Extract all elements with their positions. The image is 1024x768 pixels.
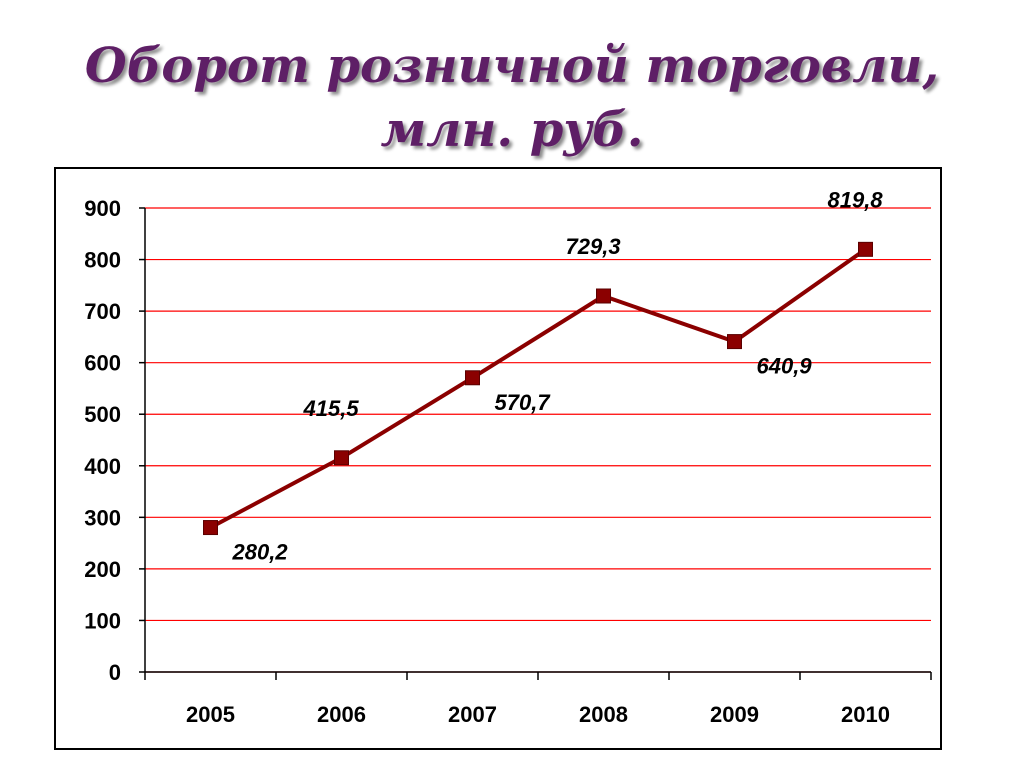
y-tick-label-800: 800 xyxy=(84,248,121,273)
y-tick-label-500: 500 xyxy=(84,402,121,427)
data-point-2008 xyxy=(596,288,611,304)
chart-title: Оборот розничной торговли, млн. руб. xyxy=(0,34,1024,162)
y-tick-label-600: 600 xyxy=(84,351,121,376)
data-label-2010: 819,8 xyxy=(828,187,884,212)
y-tick-label-700: 700 xyxy=(84,299,121,324)
chart-frame xyxy=(54,167,942,750)
data-point-2009 xyxy=(727,334,742,350)
data-point-2010 xyxy=(858,241,873,257)
x-tick-label-2007: 2007 xyxy=(448,702,497,727)
chart-title-line1: Оборот розничной торговли, xyxy=(84,38,940,94)
data-label-2005: 280,2 xyxy=(232,540,289,565)
data-label-2006: 415,5 xyxy=(303,396,360,421)
chart-title-line2: млн. руб. xyxy=(380,102,644,158)
data-label-2008: 729,3 xyxy=(566,234,621,259)
series-line xyxy=(209,247,867,530)
data-point-2006 xyxy=(334,450,349,466)
x-tick-label-2009: 2009 xyxy=(710,702,759,727)
x-tick-label-2008: 2008 xyxy=(579,702,628,727)
y-tick-label-100: 100 xyxy=(84,608,121,633)
y-tick-label-900: 900 xyxy=(84,196,121,221)
data-point-2005 xyxy=(203,520,218,536)
y-tick-label-200: 200 xyxy=(84,557,121,582)
data-point-2007 xyxy=(465,370,480,386)
x-tick-label-2005: 2005 xyxy=(186,702,235,727)
y-tick-label-0: 0 xyxy=(109,660,121,685)
y-tick-label-300: 300 xyxy=(84,505,121,530)
x-tick-label-2006: 2006 xyxy=(317,702,366,727)
data-label-2007: 570,7 xyxy=(495,390,552,415)
x-tick-label-2010: 2010 xyxy=(841,702,890,727)
data-label-2009: 640,9 xyxy=(757,354,813,379)
y-tick-label-400: 400 xyxy=(84,454,121,479)
